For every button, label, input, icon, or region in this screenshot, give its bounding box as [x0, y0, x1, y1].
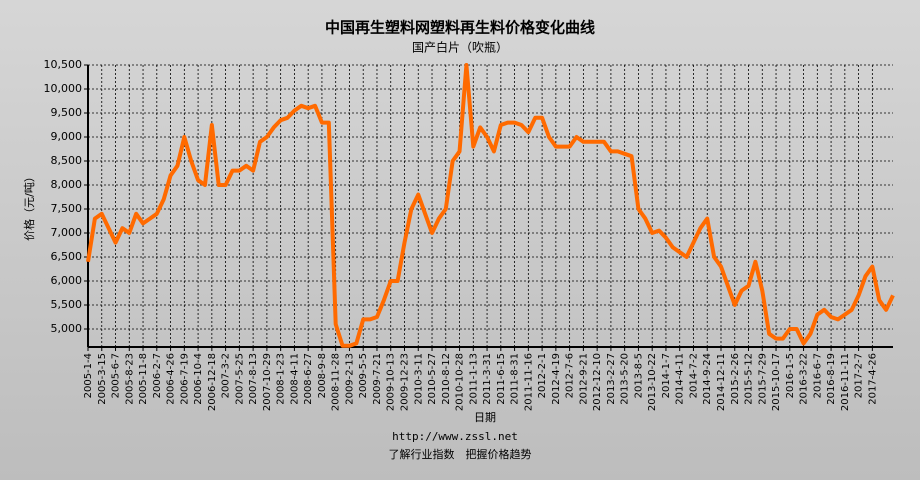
x-tick-label: 2014-4-11 — [675, 353, 686, 405]
y-tick-label: 5,500 — [51, 298, 83, 311]
x-tick-label: 2006-4-26 — [166, 353, 177, 405]
x-tick-label: 2011-1-13 — [468, 353, 479, 405]
y-tick-label: 8,000 — [51, 178, 83, 191]
x-tick-label: 2015-2-26 — [730, 353, 741, 405]
x-tick-label: 2015-10-17 — [771, 353, 782, 411]
x-tick-label: 2013-5-20 — [620, 353, 631, 405]
x-tick-label: 2010-8-12 — [441, 353, 452, 405]
x-tick-label: 2017-2-7 — [854, 353, 865, 398]
x-tick-label: 2009-2-13 — [344, 353, 355, 405]
x-tick-label: 2008-1-23 — [276, 353, 287, 405]
x-tick-label: 2012-9-21 — [578, 353, 589, 405]
y-tick-label: 7,500 — [51, 202, 83, 215]
y-tick-label: 5,000 — [51, 322, 83, 335]
x-tick-label: 2016-6-7 — [812, 353, 823, 398]
x-tick-label: 2005-8-23 — [124, 353, 135, 405]
x-tick-label: 2012-4-19 — [551, 353, 562, 405]
y-tick-label: 8,500 — [51, 154, 83, 167]
x-tick-label: 2007-5-25 — [234, 353, 245, 405]
y-tick-label: 10,000 — [44, 82, 83, 95]
x-tick-label: 2006-10-4 — [193, 353, 204, 405]
x-tick-label: 2009-12-23 — [399, 353, 410, 411]
x-tick-label: 2016-8-19 — [826, 353, 837, 405]
website: http://www.zssl.net — [392, 430, 518, 443]
x-tick-label: 2006-7-19 — [179, 353, 190, 405]
x-tick-label: 2012-7-6 — [565, 353, 576, 398]
y-tick-label: 9,000 — [51, 130, 83, 143]
x-tick-label: 2014-7-2 — [688, 353, 699, 398]
x-tick-label: 2012-2-1 — [537, 353, 548, 398]
y-tick-label: 10,500 — [44, 58, 83, 71]
x-tick-label: 2005-11-8 — [138, 353, 149, 405]
x-tick-label: 2016-3-22 — [799, 353, 810, 405]
x-tick-label: 2010-5-27 — [427, 353, 438, 405]
x-tick-label: 2015-7-29 — [757, 353, 768, 405]
x-tick-label: 2011-11-16 — [523, 353, 534, 411]
x-tick-label: 2015-5-12 — [744, 353, 755, 405]
x-tick-label: 2010-3-11 — [413, 353, 424, 405]
x-tick-label: 2006-2-7 — [152, 353, 163, 398]
x-tick-label: 2011-8-31 — [510, 353, 521, 405]
chart-subtitle: 国产白片（吹瓶） — [412, 40, 508, 55]
slogan: 了解行业指数 把握价格趋势 — [389, 447, 532, 461]
x-tick-label: 2014-12-11 — [716, 353, 727, 411]
price-line — [86, 63, 895, 348]
x-tick-label: 2009-10-13 — [386, 353, 397, 411]
x-tick-label: 2007-8-13 — [248, 353, 259, 405]
x-tick-label: 2013-8-5 — [633, 353, 644, 398]
x-tick-label: 2017-4-26 — [867, 353, 878, 405]
x-tick-label: 2011-6-15 — [496, 353, 507, 405]
x-tick-label: 2016-1-5 — [785, 353, 796, 398]
x-tick-label: 2005-1-4 — [83, 353, 94, 398]
x-axis-label: 日期 — [474, 411, 496, 424]
x-tick-label: 2005-3-15 — [97, 353, 108, 405]
y-axis-label: 价格（元/吨） — [22, 171, 36, 241]
x-tick-label: 2012-12-10 — [592, 353, 603, 411]
y-tick-label: 6,000 — [51, 274, 83, 287]
x-tick-label: 2014-9-24 — [702, 353, 713, 405]
x-tick-label: 2010-10-28 — [455, 353, 466, 411]
x-tick-label: 2013-10-22 — [647, 353, 658, 411]
chart-title: 中国再生塑料网塑料再生料价格变化曲线 — [325, 19, 595, 37]
x-tick-label: 2007-3-2 — [221, 353, 232, 398]
x-tick-label: 2006-12-18 — [207, 353, 218, 411]
x-tick-label: 2008-4-11 — [289, 353, 300, 405]
x-tick-label: 2008-6-27 — [303, 353, 314, 405]
y-tick-label: 7,000 — [51, 226, 83, 239]
x-tick-label: 2008-9-8 — [317, 353, 328, 398]
x-tick-label: 2007-10-29 — [262, 353, 273, 411]
x-tick-label: 2009-7-21 — [372, 353, 383, 405]
x-tick-label: 2014-1-7 — [661, 353, 672, 398]
x-tick-label: 2011-3-31 — [482, 353, 493, 405]
x-tick-label: 2009-5-5 — [358, 353, 369, 398]
x-tick-label: 2013-2-27 — [606, 353, 617, 405]
x-tick-label: 2005-6-7 — [111, 353, 122, 398]
y-tick-label: 6,500 — [51, 250, 83, 263]
y-tick-label: 9,500 — [51, 106, 83, 119]
x-tick-label: 2008-11-28 — [331, 353, 342, 411]
x-tick-label: 2016-11-11 — [840, 353, 851, 411]
